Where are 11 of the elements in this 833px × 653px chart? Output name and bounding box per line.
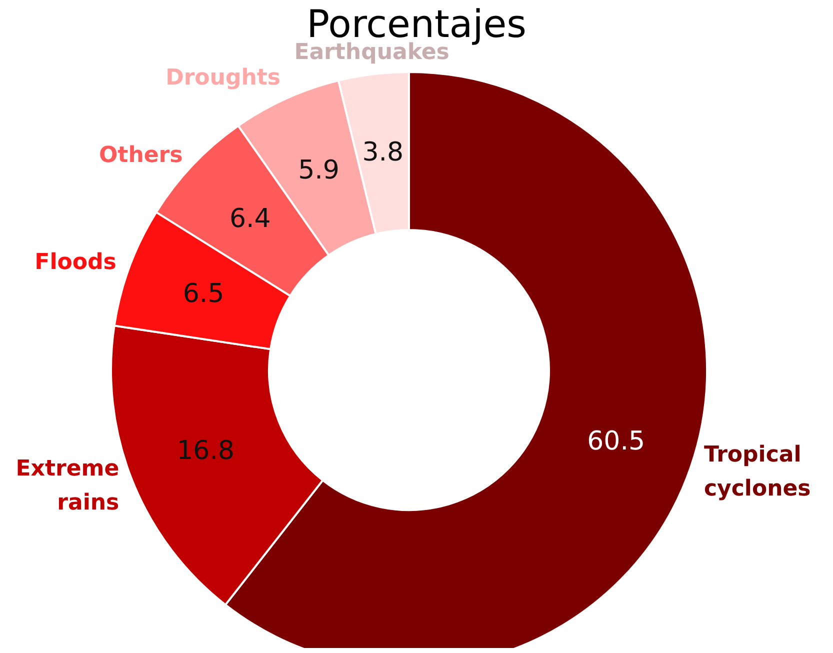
slice-label: Extreme rains	[16, 456, 120, 515]
data-label: 5.9	[298, 155, 340, 186]
slice-label: Tropical cyclones	[704, 442, 811, 502]
slice-label: Droughts	[166, 65, 280, 90]
data-label: 6.4	[230, 204, 271, 234]
slice-label: Floods	[34, 249, 116, 274]
data-label: 6.5	[182, 279, 224, 310]
data-label: 60.5	[587, 426, 646, 456]
data-label: 16.8	[176, 436, 234, 466]
slice-label: Others	[98, 142, 183, 168]
data-label: 3.8	[362, 138, 404, 168]
